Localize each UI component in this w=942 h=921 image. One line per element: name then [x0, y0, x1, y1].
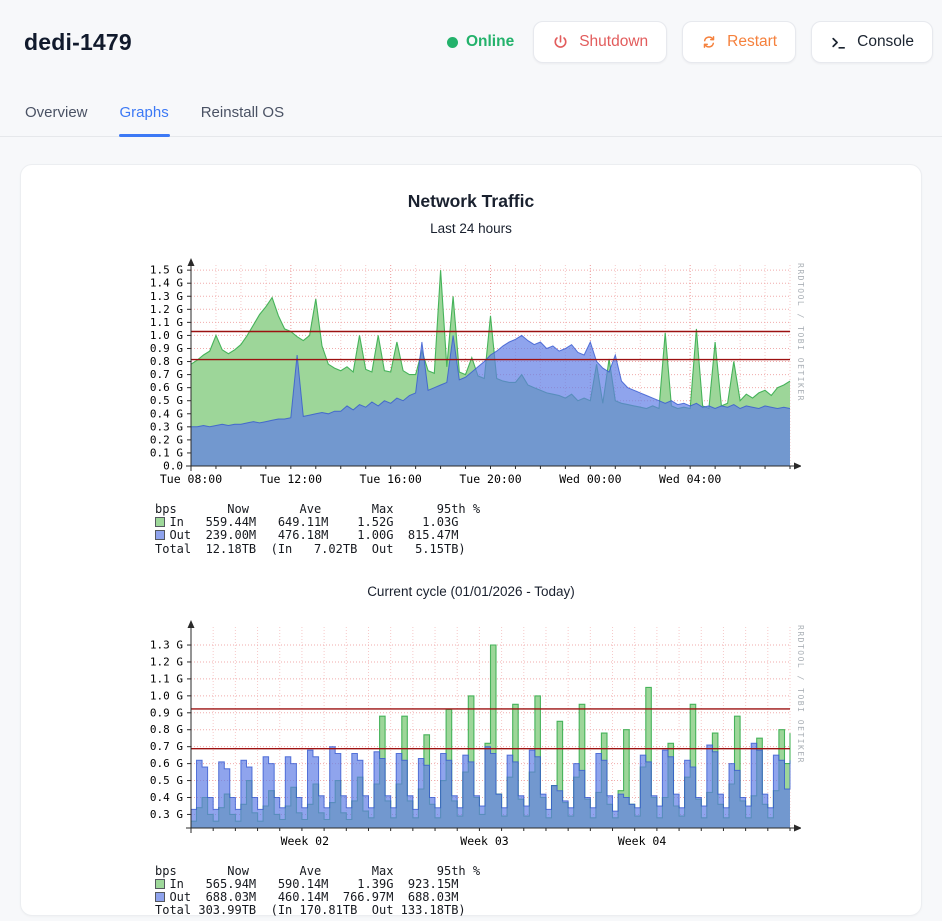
- legend-row: bps Now Ave Max 95th %: [155, 863, 801, 878]
- legend-text: Total 12.18TB (In 7.02TB Out 5.15TB): [155, 541, 466, 556]
- legend-text: bps Now Ave Max 95th %: [155, 502, 481, 516]
- y-tick-label: 1.5 G: [150, 264, 183, 277]
- network-traffic-24h-chart: 0.00.1 G0.2 G0.3 G0.4 G0.5 G0.6 G0.7 G0.…: [150, 258, 802, 486]
- out-traffic-area: [191, 743, 790, 828]
- tab-reinstall-os[interactable]: Reinstall OS: [200, 104, 285, 121]
- legend-text: In 559.44M 649.11M 1.52G 1.03G: [155, 515, 459, 530]
- shutdown-label: Shutdown: [579, 33, 649, 50]
- legend-row: In 565.94M 590.14M 1.39G 923.15M: [155, 877, 801, 892]
- y-tick-label: 0.7 G: [150, 368, 183, 381]
- shutdown-button[interactable]: Shutdown: [533, 21, 668, 63]
- console-label: Console: [857, 33, 914, 50]
- y-tick-label: 0.4 G: [150, 407, 183, 420]
- x-tick-label: Tue 08:00: [160, 472, 222, 486]
- graph1-legend: bps Now Ave Max 95th % In 559.44M 649.11…: [155, 502, 801, 556]
- x-axis-arrow: [794, 462, 802, 470]
- x-tick-label: Week 03: [460, 834, 509, 848]
- y-tick-label: 0.8 G: [150, 355, 183, 368]
- y-tick-label: 1.2 G: [150, 655, 183, 668]
- tab-graphs[interactable]: Graphs: [118, 104, 170, 137]
- y-tick-label: 0.2 G: [150, 433, 183, 446]
- legend-text: Out 688.03M 460.14M 766.97M 688.03M: [155, 890, 459, 905]
- graph2-legend: bps Now Ave Max 95th % In 565.94M 590.14…: [155, 863, 801, 918]
- y-tick-label: 0.3 G: [150, 808, 183, 821]
- y-tick-label: 1.2 G: [150, 303, 183, 316]
- out-swatch-icon: [155, 892, 165, 903]
- y-axis-arrow: [187, 258, 195, 266]
- x-tick-label: Week 02: [281, 834, 329, 848]
- restart-icon: [701, 34, 717, 50]
- status-label: Online: [465, 33, 515, 50]
- power-icon: [552, 34, 569, 51]
- x-tick-label: Tue 12:00: [260, 472, 322, 486]
- x-tick-label: Tue 16:00: [359, 472, 421, 486]
- rrdtool-watermark: RRDTOOL / TOBI OETIKER: [796, 263, 805, 402]
- y-tick-label: 0.7 G: [150, 740, 183, 753]
- y-tick-label: 0.9 G: [150, 706, 183, 719]
- x-tick-label: Tue 20:00: [459, 472, 521, 486]
- status-dot-icon: [446, 36, 458, 48]
- legend-text: bps Now Ave Max 95th %: [155, 863, 481, 878]
- graphs-card: Network Traffic Last 24 hours 0.0 0.1 G 0.…: [20, 164, 922, 918]
- out-traffic-area: [191, 335, 790, 466]
- tab-bar: Overview Graphs Reinstall OS: [0, 104, 942, 137]
- legend-row: Out 239.00M 476.18M 1.00G 815.47M: [155, 529, 801, 542]
- legend-row: In 559.44M 649.11M 1.52G 1.03G: [155, 516, 801, 529]
- header-actions: Online Shutdown Restart: [446, 21, 933, 63]
- y-tick-label: 0.3 G: [150, 420, 183, 433]
- legend-text: Out 239.00M 476.18M 1.00G 815.47M: [155, 528, 459, 543]
- legend-row: Total 12.18TB (In 7.02TB Out 5.15TB): [155, 541, 801, 556]
- y-tick-label: 0.6 G: [150, 757, 183, 770]
- restart-button[interactable]: Restart: [682, 21, 797, 63]
- restart-label: Restart: [727, 33, 778, 50]
- x-tick-label: Wed 04:00: [659, 472, 721, 486]
- legend-row: bps Now Ave Max 95th %: [155, 502, 801, 516]
- y-tick-label: 0.9 G: [150, 342, 183, 355]
- in-swatch-icon: [155, 517, 165, 528]
- graph1-wrap: 0.0 0.1 G 0.2 G 0.3 G 0.4 G 0.5 G 0.6 G 0.7 G 0.…: [141, 251, 805, 556]
- graph1-subtitle: Last 24 hours: [430, 221, 512, 236]
- x-tick-label: Week 04: [618, 834, 667, 848]
- y-tick-label: 1.1 G: [150, 316, 183, 329]
- rrdtool-watermark: RRDTOOL / TOBI OETIKER: [796, 624, 805, 764]
- graph2-title: Current cycle (01/01/2026 - Today): [367, 583, 575, 599]
- current-cycle-chart: 0.3 G 0.4 G 0.5 G 0.6 G 0.7 G 0.8 G 0.9 G 1.0 G…: [150, 619, 802, 848]
- y-tick-label: 0.5 G: [150, 394, 183, 407]
- legend-row: Total 303.99TB (In 170.81TB Out 133.18TB…: [155, 904, 801, 917]
- y-tick-label: 1.3 G: [150, 638, 183, 651]
- y-tick-label: 0.4 G: [150, 791, 183, 804]
- legend-row: Out 688.03M 460.14M 766.97M 688.03M: [155, 891, 801, 904]
- y-tick-label: 0.8 G: [150, 723, 183, 736]
- console-button[interactable]: Console: [811, 21, 933, 63]
- graph1-title: Network Traffic: [407, 191, 535, 211]
- y-tick-label: 1.1 G: [150, 672, 183, 685]
- out-traffic-line: [191, 742, 791, 812]
- graph2-wrap: 0.3 G 0.4 G 0.5 G 0.6 G 0.7 G 0.8 G 0.9 G 1.0 G…: [141, 613, 805, 918]
- y-tick-label: 1.0 G: [150, 329, 183, 342]
- y-axis-arrow: [187, 619, 195, 628]
- y-tick-label: 1.0 G: [150, 689, 183, 702]
- y-tick-label: 0.6 G: [150, 381, 183, 394]
- y-tick-label: 0.5 G: [150, 774, 183, 787]
- x-tick-label: Wed 00:00: [559, 472, 621, 486]
- topbar: dedi-1479 Online Shutdown Restart: [0, 0, 942, 63]
- in-swatch-icon: [155, 879, 165, 890]
- page-title: dedi-1479: [24, 28, 132, 55]
- legend-text: Total 303.99TB (In 170.81TB Out 133.18TB…: [155, 903, 466, 918]
- y-tick-label: 1.4 G: [150, 277, 183, 290]
- out-traffic-line: [191, 334, 791, 428]
- legend-text: In 565.94M 590.14M 1.39G 923.15M: [155, 877, 459, 892]
- y-tick-label: 1.3 G: [150, 290, 183, 303]
- out-swatch-icon: [155, 530, 165, 541]
- status-badge: Online: [446, 33, 515, 51]
- x-axis-arrow: [794, 824, 802, 832]
- y-tick-label: 0.0: [163, 460, 183, 473]
- terminal-icon: [830, 34, 847, 51]
- y-tick-label: 0.1 G: [150, 446, 183, 459]
- tab-overview[interactable]: Overview: [25, 104, 88, 121]
